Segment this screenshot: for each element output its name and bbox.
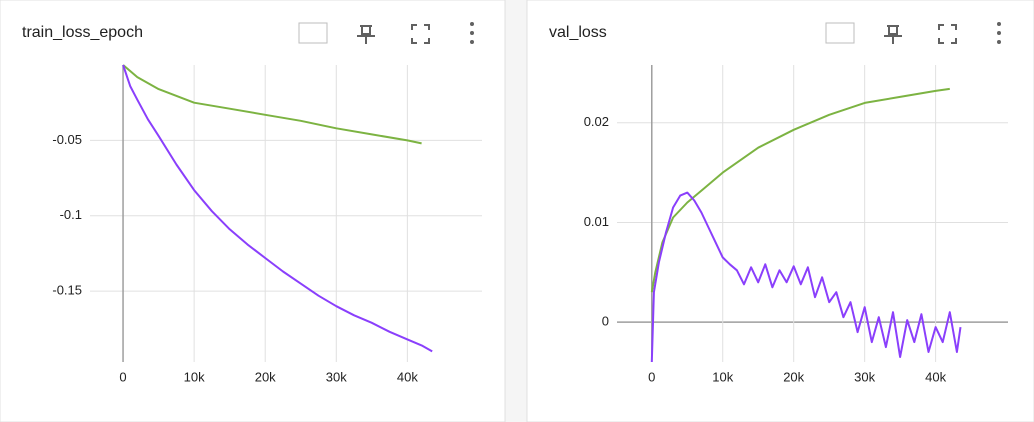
x-tick-label: 0 [119,369,126,384]
y-tick-label: 0.02 [584,114,609,129]
y-tick-label: 0.01 [584,214,609,229]
y-tick-label: -0.15 [52,283,82,298]
fit-domain-button[interactable] [825,22,855,44]
card [526,0,1034,422]
line-series [122,64,433,353]
fullscreen-button[interactable] [411,24,430,44]
menu-button[interactable] [997,22,1001,44]
y-tick-label: -0.05 [52,132,82,147]
fit-domain-button[interactable] [298,22,328,44]
toolbar-left [298,22,474,44]
x-tick-label: 30k [854,369,875,384]
pin-button[interactable] [884,25,902,44]
y-tick-label: -0.1 [60,207,82,222]
x-tick-label: 40k [925,369,946,384]
line-series [122,64,422,145]
card [0,0,506,422]
fullscreen-button[interactable] [938,24,957,44]
chart-title: val_loss [549,24,607,41]
x-tick-label: 0 [648,369,655,384]
pin-button[interactable] [357,25,375,44]
x-tick-label: 10k [184,369,205,384]
x-tick-label: 20k [255,369,276,384]
x-tick-label: 10k [712,369,733,384]
x-tick-label: 20k [783,369,804,384]
y-tick-label: 0 [602,314,609,329]
x-tick-label: 40k [397,369,418,384]
toolbar-right [825,22,1001,44]
line-series [650,191,962,363]
x-tick-label: 30k [326,369,347,384]
chart-title: train_loss_epoch [22,24,143,41]
menu-button[interactable] [470,22,474,44]
toolbar [298,22,1001,44]
